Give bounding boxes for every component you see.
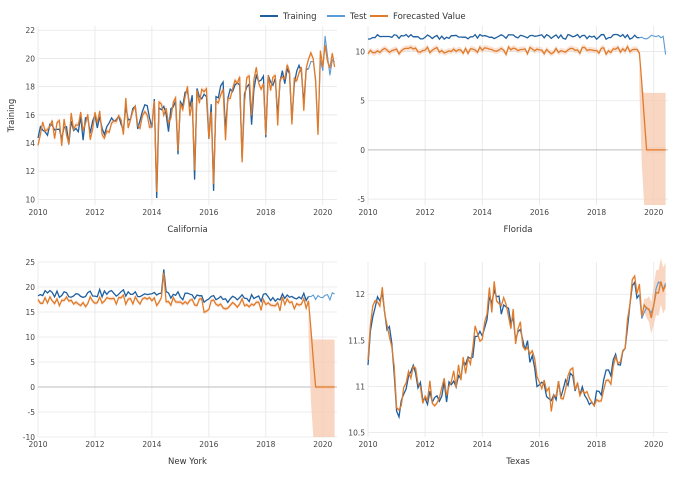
- subplot-title: Texas: [505, 457, 530, 467]
- x-tick-label: 2012: [416, 208, 435, 217]
- training-line: [37, 63, 309, 199]
- y-tick-label: 22: [25, 26, 35, 35]
- x-tick-label: 2014: [473, 208, 492, 217]
- legend-label-training: Training: [282, 12, 317, 22]
- y-tick-label: 10.5: [348, 428, 365, 437]
- x-tick-label: 2020: [313, 440, 332, 449]
- x-tick-label: 2016: [199, 208, 218, 217]
- panels: 2010 2012 2014 2016 2018 202010121416182022Ca…: [7, 26, 668, 467]
- forecast-band: [38, 270, 335, 389]
- legend-item-forecast[interactable]: Forecasted Value: [370, 12, 466, 22]
- test-line: [308, 291, 335, 302]
- y-tick-label: 14: [25, 139, 35, 148]
- x-tick-label: 2014: [142, 440, 161, 449]
- forecast-interval-band: [641, 258, 666, 334]
- x-tick-label: 2014: [473, 440, 492, 449]
- x-tick-label: 2012: [85, 208, 104, 217]
- legend-item-training[interactable]: Training: [260, 12, 317, 22]
- x-tick-label: 2014: [142, 208, 161, 217]
- panel-california: 2010 2012 2014 2016 2018 2020 10 12 14 16 18 20 22 Ca…: [7, 26, 337, 235]
- y-tick-label: 12: [355, 290, 365, 299]
- y-tick-label: 5: [360, 97, 365, 106]
- subplot-title: Florida: [504, 225, 533, 235]
- forecast-interval-band: [308, 310, 335, 437]
- x-tick-label: 2016: [530, 208, 549, 217]
- y-tick-label: -5: [28, 408, 36, 417]
- x-tick-label: 2018: [256, 208, 275, 217]
- training-line: [37, 269, 310, 304]
- forecast-line: [37, 272, 335, 388]
- y-tick-label: 0: [30, 383, 35, 392]
- x-tick-label: 2010: [358, 208, 377, 217]
- y-tick-label: 15: [25, 308, 35, 317]
- panel-florida: 2010 2012 2014 2016 2018 2020 -5 0 5 10 Florida: [355, 26, 668, 235]
- training-line: [367, 33, 640, 41]
- y-tick-label: 10: [355, 48, 365, 57]
- y-tick-label: 11.5: [348, 336, 365, 345]
- y-tick-label: -10: [23, 433, 35, 442]
- forecast-band: [368, 43, 666, 153]
- subplot-title: New York: [168, 457, 207, 467]
- x-tick-label: 2018: [587, 440, 606, 449]
- x-tick-label: 2020: [644, 440, 663, 449]
- test-line: [307, 35, 335, 129]
- forecast-line: [367, 274, 667, 412]
- forecast-interval-band: [639, 63, 666, 205]
- subplot-title: California: [167, 225, 207, 235]
- x-tick-label: 2020: [313, 208, 332, 217]
- x-tick-label: 2010: [28, 440, 47, 449]
- y-tick-label: 20: [25, 54, 35, 63]
- forecast-band: [38, 42, 335, 195]
- legend-label-forecast: Forecasted Value: [393, 12, 466, 22]
- x-tick-label: 2016: [530, 440, 549, 449]
- y-tick-label: 10: [25, 333, 35, 342]
- x-tick-label: 2012: [85, 440, 104, 449]
- panel-new-york: 2010 2012 2014 2016 2018 2020 -10 -5 0 5 10 15 20 25 N…: [23, 258, 337, 467]
- x-tick-label: 2020: [644, 208, 663, 217]
- legend-item-test[interactable]: Test: [327, 12, 367, 22]
- x-tick-label: 2012: [416, 440, 435, 449]
- x-tick-label: 2010: [358, 440, 377, 449]
- panel-texas: 2010 2012 2014 2016 2018 2020 10.5 11 11.5 12 Texa…: [348, 258, 668, 467]
- y-tick-label: 0: [360, 146, 365, 155]
- x-tick-label: 2018: [587, 208, 606, 217]
- y-tick-label: -5: [358, 195, 366, 204]
- x-tick-label: 2016: [199, 440, 218, 449]
- y-tick-label: 25: [25, 258, 35, 267]
- y-tick-label: 16: [25, 111, 35, 120]
- test-line: [639, 34, 667, 55]
- legend[interactable]: Training Test Forecasted Value: [260, 12, 466, 22]
- y-tick-label: 18: [25, 83, 35, 92]
- x-tick-label: 2018: [256, 440, 275, 449]
- x-tick-label: 2010: [28, 208, 47, 217]
- forecast-line: [37, 45, 336, 193]
- y-tick-label: 12: [25, 167, 35, 176]
- forecast-band: [368, 274, 666, 414]
- training-line: [367, 280, 640, 420]
- legend-label-test: Test: [349, 12, 367, 22]
- y-tick-label: 20: [25, 283, 35, 292]
- y-axis-label: Training: [7, 99, 17, 134]
- y-tick-label: 11: [355, 382, 365, 391]
- y-tick-label: 5: [30, 358, 35, 367]
- forecast-line: [367, 45, 666, 151]
- y-tick-label: 10: [25, 195, 35, 204]
